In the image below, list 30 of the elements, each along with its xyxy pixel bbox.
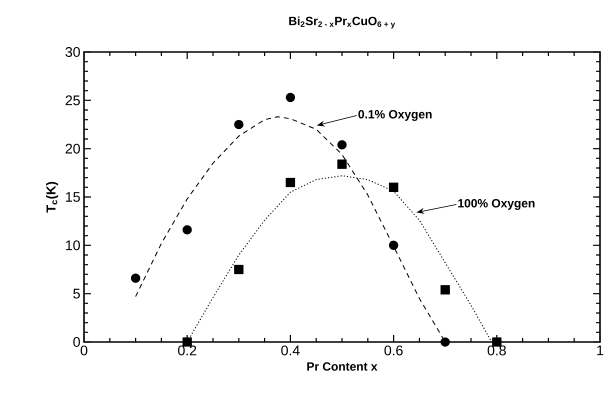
chart-title: Bi$_{2}$Sr$_{2 - x}$Pr$_{x}$CuO$_{6 + y}$	[289, 16, 396, 29]
point	[440, 285, 450, 294]
point	[440, 337, 450, 347]
annotation: 0.1% Oxygen	[358, 110, 432, 121]
annotation: 100% Oxygen	[458, 199, 534, 210]
y-tick-label: 30	[66, 47, 80, 57]
y-tick-label: 5	[73, 288, 80, 299]
x-tick-label: 0	[80, 346, 88, 356]
point	[388, 182, 398, 192]
x-tick-label: 0.4	[281, 346, 300, 356]
point	[286, 178, 296, 188]
x-axis-title: Pr Content x	[307, 362, 378, 371]
x-tick-label: 0.2	[178, 346, 196, 356]
x-tick-label: 1	[597, 346, 604, 356]
point	[286, 92, 296, 102]
y-tick-label: 20	[66, 144, 80, 154]
y-tick-label: 10	[66, 240, 80, 250]
point	[234, 120, 244, 130]
point	[337, 140, 347, 150]
point	[337, 159, 347, 169]
y-tick-label: 25	[66, 95, 80, 106]
point	[234, 264, 244, 274]
y-axis-title: T$_{c}$(K)	[46, 182, 58, 213]
point	[130, 274, 140, 283]
x-tick-label: 0.8	[488, 346, 506, 356]
point	[182, 225, 192, 235]
x-tick-label: 0.6	[384, 346, 403, 356]
point	[388, 240, 398, 250]
y-tick-label: 0	[73, 337, 80, 347]
y-tick-label: 15	[66, 192, 80, 202]
